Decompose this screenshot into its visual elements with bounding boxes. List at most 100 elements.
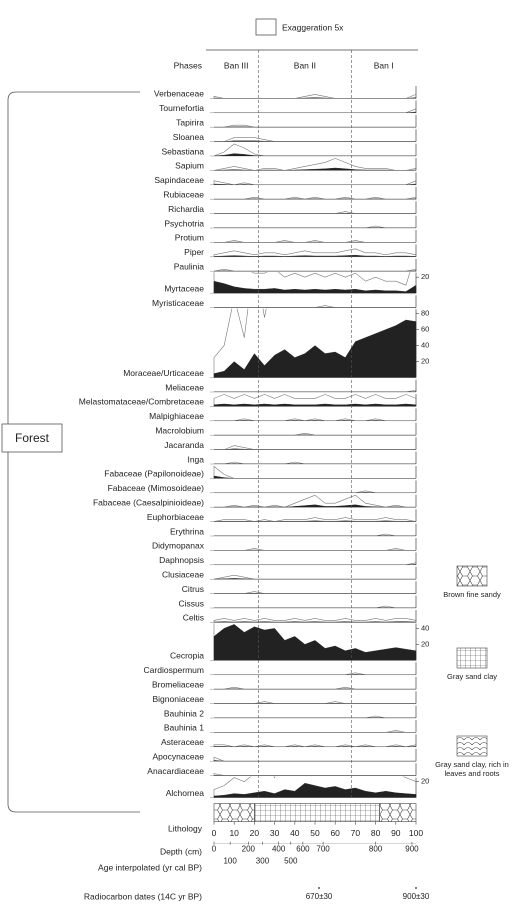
taxon-label: Cecropia (170, 651, 204, 661)
taxon-label: Tapirira (176, 117, 204, 127)
value-tick-label: 20 (421, 777, 429, 786)
pollen-area (213, 782, 417, 798)
x-tick-label: 80 (371, 828, 381, 838)
exaggeration-curve (214, 730, 416, 733)
age-tick-label: 500 (284, 857, 298, 866)
pollen-area (214, 111, 417, 113)
exaggeration-swatch (255, 18, 277, 36)
taxon-label: Piper (184, 247, 204, 257)
pollen-area (213, 578, 416, 580)
forest-box (1, 423, 63, 453)
value-tick-label: 40 (421, 341, 429, 350)
age-tick-label: 0 (212, 845, 217, 854)
exaggeration-curve (214, 432, 416, 436)
age-tick-label: 700 (316, 845, 330, 854)
x-tick-label: 0 (212, 828, 217, 838)
x-tick-label: 20 (250, 828, 260, 838)
radiocarbon-label: Radiocarbon dates (14C yr BP) (84, 891, 202, 901)
pollen-area (213, 254, 417, 257)
exaggeration-curve (214, 137, 416, 142)
value-tick-label: 60 (421, 325, 429, 334)
taxon-label: Sapindaceae (154, 175, 204, 185)
pollen-area (213, 167, 417, 171)
age-tick-label: 900 (405, 845, 419, 854)
taxon-label: Euphorbiaceae (147, 512, 204, 522)
x-tick-label: 10 (229, 828, 239, 838)
legend-label: Brown fine sandy (443, 590, 501, 599)
taxon-label: Tournefortia (159, 103, 204, 113)
lithology-unit (254, 803, 380, 822)
exaggeration-curve (213, 93, 417, 99)
phases-label: Phases (174, 60, 202, 70)
radiocarbon-label: 670±30 (306, 892, 333, 901)
pollen-area (213, 97, 417, 99)
exaggeration-curve (214, 108, 417, 113)
taxon-label: Myrtaceae (164, 283, 204, 293)
pollen-area (213, 475, 416, 479)
age-tick-label: 100 (223, 857, 237, 866)
taxon-label: Bauhinia 2 (164, 708, 204, 718)
taxon-label: Fabaceae (Papilonoideae) (104, 469, 204, 479)
value-tick-label: 80 (421, 309, 429, 318)
legend-swatch (456, 565, 488, 587)
taxon-label: Asteraceae (161, 737, 204, 747)
exaggeration-curve (214, 591, 416, 594)
exaggeration-curve (213, 574, 416, 580)
pollen-area (213, 520, 417, 522)
taxon-label: Moraceae/Urticaceae (123, 368, 204, 378)
exaggeration-curve (214, 715, 416, 718)
pollen-area (213, 621, 417, 623)
exaggeration-curve (214, 461, 416, 465)
phase-label: Ban III (224, 60, 249, 70)
exaggeration-curve (213, 268, 417, 272)
exaggeration-label: Exaggeration 5x (282, 22, 344, 32)
exaggeration-curve (213, 773, 416, 776)
radiocarbon-label: 900±30 (403, 892, 430, 901)
exaggeration-curve (213, 744, 417, 747)
taxon-label: Daphnopsis (159, 555, 204, 565)
exaggeration-curve (213, 272, 417, 294)
pollen-area (214, 504, 416, 508)
exaggeration-curve (214, 533, 416, 536)
exaggeration-curve (213, 248, 417, 257)
taxon-label: Erythrina (170, 526, 204, 536)
legend-swatch (456, 647, 488, 669)
x-tick-label: 40 (290, 828, 300, 838)
exaggeration-curve (213, 776, 417, 798)
x-axis-label: Depth (cm) (160, 846, 202, 856)
taxon-label: Clusiaceae (162, 569, 204, 579)
taxon-label: Inga (187, 454, 204, 464)
lithology-unit (213, 803, 255, 822)
taxon-label: Bromeliaceae (152, 679, 204, 689)
exaggeration-curve (214, 225, 416, 229)
phase-label: Ban I (374, 60, 394, 70)
legend-label: Gray sand clay (446, 672, 498, 681)
pollen-area (213, 153, 416, 157)
exaggeration-curve (214, 562, 417, 565)
taxon-label: Rubiaceae (163, 189, 204, 199)
x-tick-label: 50 (310, 828, 320, 838)
taxon-label: Cardiospermum (144, 665, 204, 675)
exaggeration-curve (214, 305, 416, 308)
exaggeration-curve (213, 158, 417, 171)
radiocarbon-marker (318, 887, 320, 889)
exaggeration-curve (214, 605, 416, 608)
exaggeration-curve (213, 180, 417, 185)
pollen-area (214, 448, 416, 450)
exaggeration-curve (214, 490, 416, 493)
age-tick-label: 300 (256, 857, 270, 866)
age-tick-label: 800 (369, 845, 383, 854)
x-tick-label: 30 (270, 828, 280, 838)
age-tick-label: 600 (296, 845, 310, 854)
taxon-label: Fabaceae (Caesalpinioideae) (93, 497, 204, 507)
phase-label: Ban II (294, 60, 316, 70)
taxon-label: Anacardiaceae (147, 766, 204, 776)
age-tick-label: 400 (272, 845, 286, 854)
taxon-label: Protium (175, 233, 204, 243)
age-tick-label: 200 (242, 845, 256, 854)
x-tick-label: 70 (351, 828, 361, 838)
exaggeration-curve (214, 240, 416, 243)
lithology-label: Lithology (168, 823, 203, 833)
exaggeration-curve (214, 494, 416, 508)
